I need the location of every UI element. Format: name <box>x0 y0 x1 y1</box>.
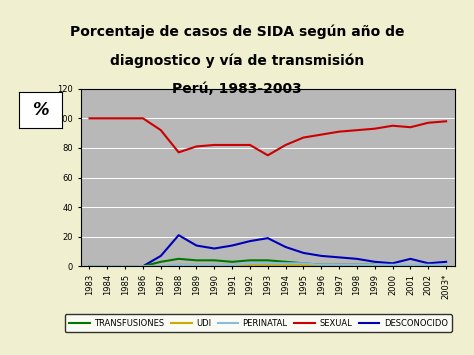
Text: Porcentaje de casos de SIDA según año de: Porcentaje de casos de SIDA según año de <box>70 25 404 39</box>
Legend: TRANSFUSIONES, UDI, PERINATAL, SEXUAL, DESCONOCIDO: TRANSFUSIONES, UDI, PERINATAL, SEXUAL, D… <box>65 315 452 332</box>
Text: %: % <box>32 101 49 119</box>
Text: diagnostico y vía de transmisión: diagnostico y vía de transmisión <box>110 53 364 68</box>
Text: Perú, 1983-2003: Perú, 1983-2003 <box>172 82 302 95</box>
